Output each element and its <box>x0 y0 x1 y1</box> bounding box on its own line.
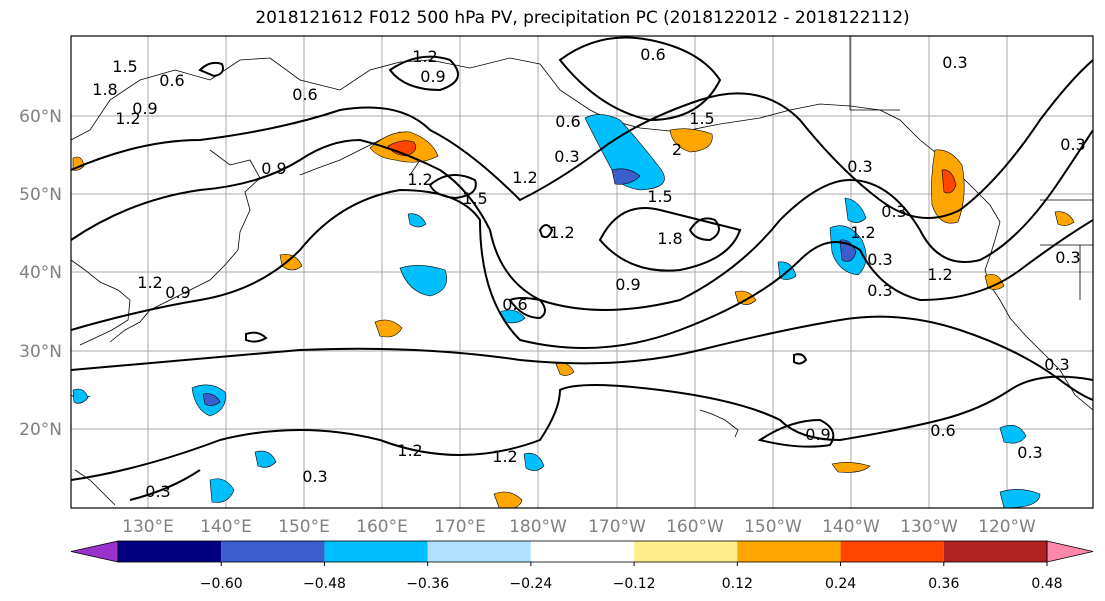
contour-label: 1.8 <box>92 80 117 99</box>
longitude-label: 120°W <box>978 517 1036 537</box>
longitude-label: 130°W <box>900 517 958 537</box>
longitude-label: 170°W <box>588 517 646 537</box>
colorbar-label: −0.36 <box>406 576 449 592</box>
contour-label: 0.3 <box>1044 355 1069 374</box>
contour-label: 0.3 <box>554 147 579 166</box>
contour-label: 1.5 <box>462 189 487 208</box>
contour-label: 1.2 <box>492 447 517 466</box>
contour-label: 0.3 <box>145 482 170 501</box>
contour-label: 1.2 <box>397 441 422 460</box>
contour-label: 0.3 <box>867 281 892 300</box>
contour-label: 0.3 <box>302 467 327 486</box>
longitude-label: 140°E <box>200 517 252 537</box>
colorbar-segment <box>324 541 428 562</box>
contour-label: 1.2 <box>549 223 574 242</box>
contour-label: 1.2 <box>407 170 432 189</box>
contour-label: 1.2 <box>927 265 952 284</box>
colorbar-segment <box>427 541 531 562</box>
contour-label: 0.9 <box>420 67 445 86</box>
latitude-label: 30°N <box>19 342 62 362</box>
contour-label: 0.6 <box>292 85 317 104</box>
colorbar-segment <box>118 541 222 562</box>
colorbar-label: −0.24 <box>509 576 552 592</box>
chart-title: 2018121612 F012 500 hPa PV, precipitatio… <box>255 8 910 28</box>
contour-label: 0.3 <box>881 202 906 221</box>
contour-label: 0.9 <box>805 425 830 444</box>
contour-label: 2 <box>672 140 682 159</box>
contour-label: 1.2 <box>850 223 875 242</box>
latitude-label: 20°N <box>19 420 62 440</box>
colorbar-segment <box>737 541 841 562</box>
contour-label: 1.2 <box>412 47 437 66</box>
contour-label: 0.6 <box>930 421 955 440</box>
colorbar-segment <box>840 541 944 562</box>
contour-label: 0.3 <box>1060 135 1085 154</box>
contour-label: 0.9 <box>132 99 157 118</box>
contour-labels: 1.51.8 0.61.20.90.61.20.91.51.20.90.31.20… <box>92 45 1085 501</box>
longitude-labels: 130°E 140°E 150°E 160°E 170°E 180°W 170°W 160°W… <box>122 517 1036 537</box>
colorbar-extend-left <box>70 540 119 563</box>
longitude-label: 150°E <box>278 517 330 537</box>
longitude-label: 180°W <box>509 517 567 537</box>
contour-label: 0.3 <box>1017 443 1042 462</box>
colorbar-segment <box>943 541 1047 562</box>
longitude-label: 160°E <box>356 517 408 537</box>
longitude-label: 150°W <box>744 517 802 537</box>
contour-label: 0.6 <box>555 112 580 131</box>
latitude-label: 50°N <box>19 185 62 205</box>
gridlines <box>71 36 1093 508</box>
colorbar-label: 0.12 <box>722 576 753 592</box>
contour-label: 1.2 <box>137 273 162 292</box>
colorbar-label: 0.36 <box>928 576 959 592</box>
colorbar-extend-right <box>1046 540 1094 563</box>
contour-label: 0.9 <box>261 159 286 178</box>
colorbar-segment <box>634 541 738 562</box>
contour-label: 0.6 <box>502 295 527 314</box>
contour-label: 1.5 <box>112 57 137 76</box>
colorbar-frame <box>117 540 1048 563</box>
colorbar-label: 0.48 <box>1031 576 1062 592</box>
colorbar-label: 0.24 <box>825 576 856 592</box>
contour-label: 0.6 <box>159 71 184 90</box>
colorbar-segment <box>530 541 635 562</box>
longitude-label: 160°W <box>666 517 724 537</box>
latitude-label: 40°N <box>19 263 62 283</box>
latitude-label: 60°N <box>19 107 62 127</box>
contour-label: 0.6 <box>640 45 665 64</box>
latitude-labels: 60°N 50°N 40°N 30°N 20°N <box>19 107 62 440</box>
longitude-label: 140°W <box>822 517 880 537</box>
colorbar-label: −0.12 <box>613 576 656 592</box>
contour-label: 1.5 <box>647 187 672 206</box>
contour-label: 1.2 <box>115 109 140 128</box>
longitude-label: 170°E <box>434 517 486 537</box>
contour-label: 0.3 <box>867 250 892 269</box>
contour-label: 1.5 <box>689 109 714 128</box>
colorbar-segment <box>221 541 325 562</box>
colorbar-label: −0.60 <box>200 576 243 592</box>
contour-label: 0.9 <box>615 275 640 294</box>
longitude-label: 130°E <box>122 517 174 537</box>
pv-contours <box>71 36 1093 501</box>
contour-label: 0.9 <box>165 283 190 302</box>
contour-label: 1.2 <box>512 168 537 187</box>
contour-label: 0.3 <box>847 157 872 176</box>
contour-label: 0.3 <box>942 53 967 72</box>
plot-frame <box>70 35 1094 509</box>
contour-label: 0.3 <box>1055 248 1080 267</box>
colorbar: −0.60 −0.48 −0.36 −0.24 −0.12 0.12 0.24 0.36 0.4… <box>70 540 1094 592</box>
colorbar-label: −0.48 <box>303 576 346 592</box>
contour-label: 1.8 <box>657 229 682 248</box>
